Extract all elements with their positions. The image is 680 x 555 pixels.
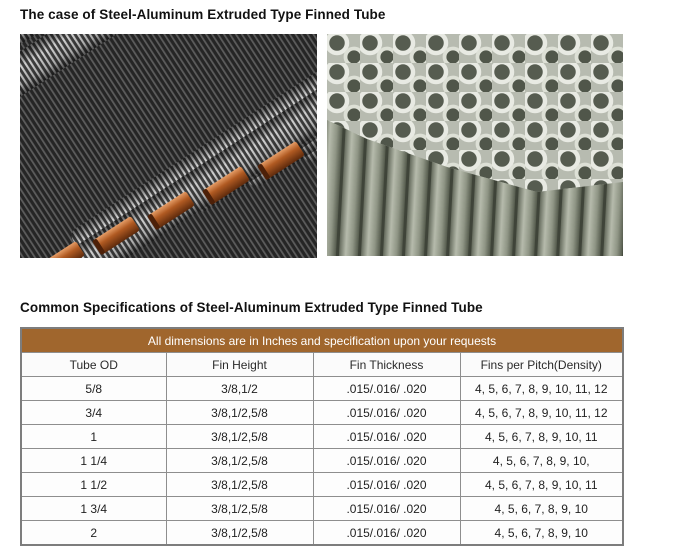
table-caption: All dimensions are in Inches and specifi… bbox=[20, 327, 624, 353]
cell-tube-od: 3/4 bbox=[20, 400, 167, 425]
cell-fin-height: 3/8,1/2,5/8 bbox=[165, 400, 314, 425]
cell-tube-od: 1 3/4 bbox=[20, 496, 167, 521]
cell-tube-od: 5/8 bbox=[20, 376, 167, 401]
cell-fin-thickness: .015/.016/ .020 bbox=[312, 376, 461, 401]
table-row: 2 3/8,1/2,5/8 .015/.016/ .020 4, 5, 6, 7… bbox=[20, 520, 624, 546]
column-header-fin-thickness: Fin Thickness bbox=[312, 352, 461, 377]
table-caption-row: All dimensions are in Inches and specifi… bbox=[20, 327, 624, 353]
cell-fin-height: 3/8,1/2,5/8 bbox=[165, 448, 314, 473]
cell-fin-thickness: .015/.016/ .020 bbox=[312, 448, 461, 473]
tube-bundle-photo bbox=[327, 34, 623, 256]
column-header-fin-height: Fin Height bbox=[165, 352, 314, 377]
cell-fins-per-pitch: 4, 5, 6, 7, 8, 9, 10, 11 bbox=[459, 424, 624, 449]
case-heading: The case of Steel-Aluminum Extruded Type… bbox=[20, 7, 386, 22]
cell-fin-height: 3/8,1/2,5/8 bbox=[165, 520, 314, 546]
tube-bundle-illustration bbox=[327, 34, 623, 256]
table-row: 1 1/4 3/8,1/2,5/8 .015/.016/ .020 4, 5, … bbox=[20, 448, 624, 473]
cell-fins-per-pitch: 4, 5, 6, 7, 8, 9, 10, bbox=[459, 448, 624, 473]
table-row: 1 1/2 3/8,1/2,5/8 .015/.016/ .020 4, 5, … bbox=[20, 472, 624, 497]
cell-fin-thickness: .015/.016/ .020 bbox=[312, 472, 461, 497]
cell-fin-thickness: .015/.016/ .020 bbox=[312, 400, 461, 425]
finned-tube-illustration bbox=[20, 34, 317, 258]
finned-tube-photo bbox=[20, 34, 317, 258]
table-row: 5/8 3/8,1/2 .015/.016/ .020 4, 5, 6, 7, … bbox=[20, 376, 624, 401]
cell-fins-per-pitch: 4, 5, 6, 7, 8, 9, 10, 11, 12 bbox=[459, 400, 624, 425]
cell-tube-od: 2 bbox=[20, 520, 167, 546]
column-header-fins-per-pitch: Fins per Pitch(Density) bbox=[459, 352, 624, 377]
cell-tube-od: 1 1/4 bbox=[20, 448, 167, 473]
cell-fins-per-pitch: 4, 5, 6, 7, 8, 9, 10 bbox=[459, 520, 624, 546]
cell-fin-height: 3/8,1/2,5/8 bbox=[165, 496, 314, 521]
column-header-tube-od: Tube OD bbox=[20, 352, 167, 377]
table-row: 1 3/4 3/8,1/2,5/8 .015/.016/ .020 4, 5, … bbox=[20, 496, 624, 521]
table-header-row: Tube OD Fin Height Fin Thickness Fins pe… bbox=[20, 352, 624, 377]
cell-tube-od: 1 1/2 bbox=[20, 472, 167, 497]
table-row: 3/4 3/8,1/2,5/8 .015/.016/ .020 4, 5, 6,… bbox=[20, 400, 624, 425]
specifications-table: All dimensions are in Inches and specifi… bbox=[20, 327, 625, 546]
table-row: 1 3/8,1/2,5/8 .015/.016/ .020 4, 5, 6, 7… bbox=[20, 424, 624, 449]
cell-fin-height: 3/8,1/2,5/8 bbox=[165, 424, 314, 449]
cell-fin-height: 3/8,1/2 bbox=[165, 376, 314, 401]
cell-fins-per-pitch: 4, 5, 6, 7, 8, 9, 10 bbox=[459, 496, 624, 521]
cell-tube-od: 1 bbox=[20, 424, 167, 449]
cell-fins-per-pitch: 4, 5, 6, 7, 8, 9, 10, 11 bbox=[459, 472, 624, 497]
cell-fin-thickness: .015/.016/ .020 bbox=[312, 424, 461, 449]
cell-fin-height: 3/8,1/2,5/8 bbox=[165, 472, 314, 497]
cell-fins-per-pitch: 4, 5, 6, 7, 8, 9, 10, 11, 12 bbox=[459, 376, 624, 401]
cell-fin-thickness: .015/.016/ .020 bbox=[312, 520, 461, 546]
cell-fin-thickness: .015/.016/ .020 bbox=[312, 496, 461, 521]
specs-heading: Common Specifications of Steel-Aluminum … bbox=[20, 300, 483, 315]
